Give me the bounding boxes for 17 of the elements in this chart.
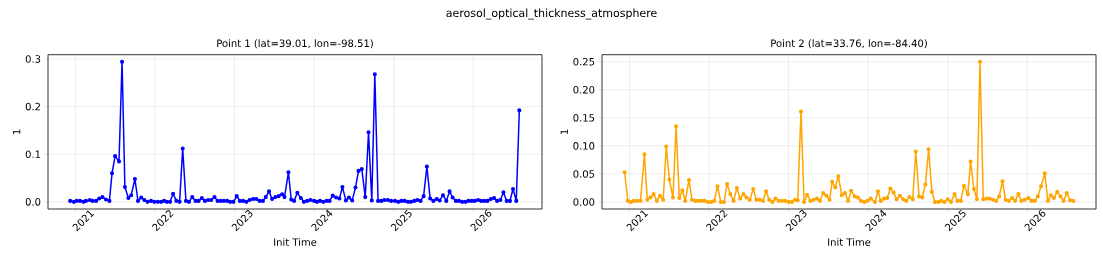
y-tick-label: 0.1 [25,150,41,159]
y-tick-label: 0.2 [25,102,40,111]
x-axis-title: Init Time [274,238,317,246]
y-tick-label: 0.3 [25,55,41,63]
y-tick-label: 0.0 [25,198,41,206]
y-tick-label: 0.00 [573,198,595,206]
y-axis-title: 1 [560,129,568,134]
chart-title: Point 2 (lat=33.76, lon=-84.40) [771,39,927,49]
x-axis-title: Init Time [828,238,871,246]
chart-title: Point 1 (lat=39.01, lon=-98.51) [217,39,373,49]
y-tick-label: 0.15 [573,114,595,122]
y-tick-label: 0.20 [573,85,595,94]
y-axis-title: 1 [12,129,21,134]
y-tick-label: 0.10 [573,142,595,150]
text: aerosol_optical_thickness_atmosphere [446,8,657,20]
y-tick-label: 0.25 [573,57,595,66]
y-tick-label: 0.05 [573,170,595,178]
